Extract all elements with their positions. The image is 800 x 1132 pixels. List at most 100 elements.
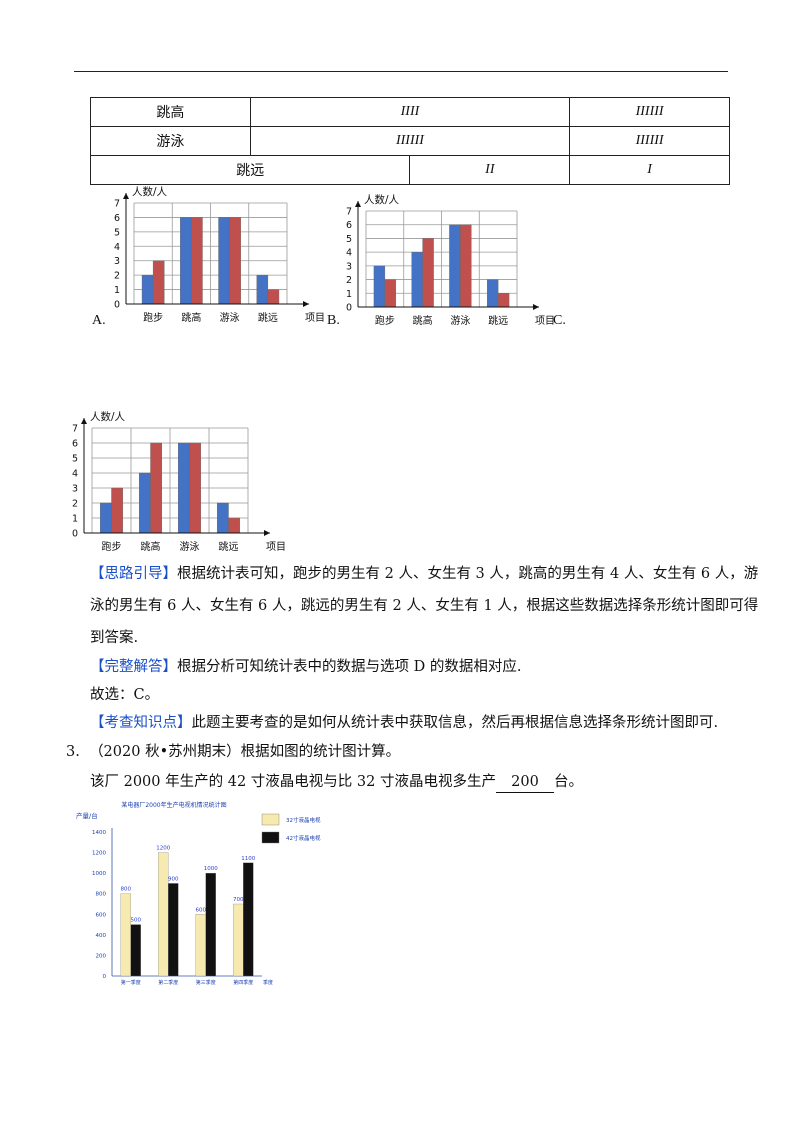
x-tick-label: 第四季度 bbox=[233, 979, 253, 986]
x-axis-title: 项目 bbox=[535, 315, 555, 327]
bar bbox=[120, 893, 131, 977]
y-tick-label: 800 bbox=[96, 892, 107, 898]
x-tick-label: 第三季度 bbox=[196, 979, 216, 986]
x-axis-arrow bbox=[264, 530, 270, 536]
y-axis-arrow bbox=[81, 418, 87, 424]
option-a-chart: 0 1 2 3 4 5 6 7 跑步 跳高 游泳 跳远 人数/人项目 bbox=[114, 185, 325, 324]
y-tick-label: 5 bbox=[114, 227, 120, 238]
y-tick-label: 0 bbox=[114, 300, 120, 311]
bar bbox=[130, 924, 141, 977]
bar bbox=[141, 274, 154, 305]
y-tick-label: 4 bbox=[346, 248, 352, 259]
table-row: 跳远 II I bbox=[89, 155, 730, 185]
y-tick-label: 600 bbox=[96, 912, 107, 918]
event-name: 游泳 bbox=[90, 126, 251, 156]
q3-question-text: 该厂 2000 年生产的 42 寸液晶电视与比 32 寸液晶电视多生产 bbox=[90, 774, 496, 790]
x-tick-label: 跳远 bbox=[488, 314, 508, 327]
data-label: 1100 bbox=[241, 856, 255, 862]
data-label: 500 bbox=[131, 918, 142, 924]
x-tick-label: 跑步 bbox=[375, 314, 395, 327]
y-tick-label: 6 bbox=[114, 213, 120, 224]
y-tick-label: 1 bbox=[114, 285, 120, 296]
x-axis-arrow bbox=[533, 304, 539, 310]
data-label: 1000 bbox=[204, 866, 218, 872]
table-row: 游泳 IIIIII IIIIII bbox=[90, 126, 730, 156]
y-tick-label: 200 bbox=[96, 953, 107, 959]
bar bbox=[218, 217, 230, 305]
bar bbox=[422, 238, 434, 308]
x-tick-label: 游泳 bbox=[180, 540, 200, 553]
option-a-label: A. bbox=[92, 313, 106, 328]
x-axis-title: 季度 bbox=[263, 979, 273, 986]
y-tick-label: 0 bbox=[346, 303, 352, 314]
x-tick-label: 跳远 bbox=[258, 311, 278, 324]
y-tick-label: 1000 bbox=[92, 871, 106, 877]
bar bbox=[486, 279, 499, 308]
x-tick-label: 跳远 bbox=[219, 540, 239, 553]
bar bbox=[233, 903, 244, 977]
bar bbox=[411, 251, 423, 308]
q3-question-end: 台。 bbox=[553, 774, 583, 790]
event-name: 跳远 bbox=[89, 155, 411, 185]
bar bbox=[384, 279, 397, 308]
hint-tag: 【思路引导】 bbox=[90, 566, 177, 582]
option-c-chart: 0 1 2 3 4 5 6 7 跑步 跳高 游泳 跳远 人数/人项目 bbox=[72, 410, 286, 553]
answer-tag: 【完整解答】 bbox=[90, 659, 177, 675]
y-axis-title: 人数/人 bbox=[364, 193, 400, 206]
x-axis-title: 项目 bbox=[305, 312, 325, 324]
y-axis-title: 人数/人 bbox=[132, 185, 168, 198]
hint-line-3: 到答案. bbox=[90, 630, 139, 646]
bar bbox=[152, 260, 165, 305]
data-label: 1200 bbox=[156, 846, 170, 852]
bar bbox=[497, 293, 510, 308]
bar bbox=[216, 502, 229, 534]
y-axis-arrow bbox=[123, 193, 129, 199]
hint-line-1: 【思路引导】根据统计表可知，跑步的男生有 2 人、女生有 3 人，跳高的男生有 … bbox=[90, 564, 758, 584]
boys-tally: IIII bbox=[249, 97, 571, 127]
bar bbox=[111, 487, 124, 534]
bar bbox=[267, 289, 280, 305]
x-tick-label: 游泳 bbox=[450, 314, 470, 327]
y-tick-label: 6 bbox=[72, 439, 78, 450]
bar bbox=[449, 224, 461, 308]
y-tick-label: 3 bbox=[72, 484, 78, 495]
x-axis-title: 项目 bbox=[266, 541, 286, 553]
bar bbox=[460, 224, 472, 308]
answer-line: 【完整解答】根据分析可知统计表中的数据与选项 D 的数据相对应. bbox=[90, 657, 521, 677]
hint-line-2: 泳的男生有 6 人、女生有 6 人，跳远的男生有 2 人、女生有 1 人，根据这… bbox=[90, 598, 759, 614]
y-axis-title: 产量/台 bbox=[76, 811, 98, 820]
x-tick-label: 跳高 bbox=[141, 540, 161, 553]
y-tick-label: 3 bbox=[346, 261, 352, 272]
bar bbox=[177, 442, 190, 534]
hint-text: 根据统计表可知，跑步的男生有 2 人、女生有 3 人，跳高的男生有 4 人、女生… bbox=[177, 566, 759, 582]
tally-table: 跳高 IIII IIIIII 游泳 IIIIII IIIIII 跳远 II I bbox=[89, 97, 730, 185]
y-tick-label: 0 bbox=[103, 974, 107, 980]
bar bbox=[256, 274, 269, 305]
y-axis-title: 人数/人 bbox=[90, 410, 126, 423]
y-tick-label: 6 bbox=[346, 220, 352, 231]
data-label: 700 bbox=[233, 897, 244, 903]
y-tick-label: 2 bbox=[72, 499, 78, 510]
y-tick-label: 400 bbox=[96, 933, 107, 939]
girls-tally: IIIIII bbox=[569, 126, 730, 156]
legend-swatch bbox=[261, 813, 280, 826]
x-axis-arrow bbox=[303, 301, 309, 307]
boys-tally: IIIIII bbox=[249, 126, 571, 156]
q3-title: （2020 秋•苏州期末）根据如图的统计图计算。 bbox=[89, 744, 401, 760]
legend-label: 32寸液晶电视 bbox=[286, 816, 321, 824]
answer-text: 根据分析可知统计表中的数据与选项 D 的数据相对应. bbox=[177, 659, 522, 675]
girls-tally: IIIIII bbox=[569, 97, 730, 127]
y-tick-label: 5 bbox=[72, 454, 78, 465]
data-label: 800 bbox=[121, 887, 132, 893]
bar bbox=[195, 914, 206, 977]
knowledge-line: 【考查知识点】此题主要考查的是如何从统计表中获取信息，然后再根据信息选择条形统计… bbox=[90, 713, 718, 733]
x-tick-label: 跳高 bbox=[413, 314, 433, 327]
y-tick-label: 5 bbox=[346, 234, 352, 245]
event-name: 跳高 bbox=[90, 97, 251, 127]
option-b-label: B. bbox=[327, 313, 340, 328]
y-tick-label: 1 bbox=[346, 289, 352, 300]
knowledge-text: 此题主要考查的是如何从统计表中获取信息，然后再根据信息选择条形统计图即可. bbox=[191, 715, 719, 731]
x-tick-label: 跳高 bbox=[181, 311, 201, 324]
data-label: 900 bbox=[168, 876, 179, 882]
